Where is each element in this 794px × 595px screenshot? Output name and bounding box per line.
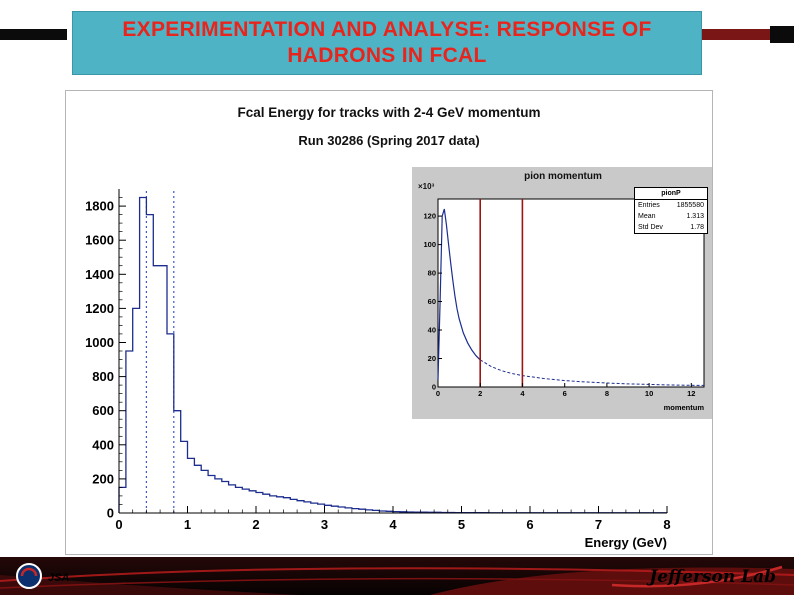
jefferson-lab-logo: Jefferson Lab [646,567,776,587]
jsa-logo-arc [20,567,38,577]
top-right-accent-bar [700,29,794,40]
inset-x-tick-label: 0 [436,389,440,398]
y-tick-label: 1200 [85,301,114,316]
y-tick-label: 1800 [85,199,114,214]
stats-value-stddev: 1.78 [690,224,704,231]
stats-label-stddev: Std Dev [638,224,663,231]
inset-curve-dashed [479,359,705,386]
jsa-logo [16,563,42,589]
inset-x-tick-label: 2 [478,389,482,398]
inset-x-tick-label: 10 [645,389,653,398]
top-right-accent-tip [770,26,794,43]
inset-x-axis-label: momentum [664,403,705,412]
footer: JSA Jefferson Lab [0,557,794,595]
x-axis-label: Energy (GeV) [585,535,667,550]
x-tick-label: 1 [184,517,191,532]
x-tick-label: 4 [389,517,397,532]
stats-box-title: pionP [635,188,707,200]
footer-red-curve-2 [0,577,794,589]
x-tick-label: 8 [663,517,670,532]
y-tick-label: 800 [92,369,114,384]
inset-x-tick-label: 12 [687,389,695,398]
slide-title-banner: EXPERIMENTATION AND ANALYSE: RESPONSE OF… [72,11,702,75]
main-histogram: 0 1 2 3 4 5 6 7 82004006008001000120014001600180… [85,189,671,550]
inset-y-tick-label: 120 [423,212,436,221]
inset-y-tick-label: 80 [428,269,436,278]
stats-row-entries: Entries 1855580 [635,200,707,211]
inset-y-tick-label: 20 [428,354,436,363]
x-tick-label: 5 [458,517,465,532]
x-tick-label: 6 [526,517,533,532]
inset-y-tick-label: 0 [432,383,436,392]
stats-label-entries: Entries [638,202,660,209]
y-tick-label: 1000 [85,335,114,350]
stats-label-mean: Mean [638,213,656,220]
plot-panel: Fcal Energy for tracks with 2-4 GeV mome… [65,90,713,555]
inset-y-tick-label: 100 [423,240,436,249]
y-tick-label: 200 [92,471,114,486]
inset-y-tick-label: 60 [428,297,436,306]
x-tick-label: 7 [595,517,602,532]
slide-title-line2: HADRONS IN FCAL [287,44,487,67]
footer-red-curve [0,567,794,582]
footer-swoosh-right [430,567,794,595]
stats-value-mean: 1.313 [686,213,704,220]
y-tick-label: 400 [92,437,114,452]
y-tick-label: 1600 [85,233,114,248]
y-tick-label: 600 [92,403,114,418]
inset-chart-title: pion momentum [524,171,602,182]
inset-momentum-chart: 0 2 4 6 8 10 12 20 40 60 80 100 120 0 momentum [423,198,705,412]
top-left-accent-bar [0,29,67,40]
main-chart-subtitle: Run 30286 (Spring 2017 data) [298,133,480,148]
y-scale-exponent-label: ×10³ [418,182,435,191]
inset-x-tick-label: 8 [605,389,609,398]
x-tick-label: 3 [321,517,328,532]
stats-value-entries: 1855580 [676,202,704,209]
inset-x-tick-label: 6 [563,389,567,398]
stats-box: pionP Entries 1855580 Mean 1.313 Std Dev… [634,187,708,234]
x-tick-label: 2 [252,517,259,532]
main-chart-title: Fcal Energy for tracks with 2-4 GeV mome… [237,105,541,120]
stats-row-stddev: Std Dev 1.78 [635,222,707,233]
jefferson-lab-swoosh [611,565,783,588]
x-tick-label: 0 [115,517,122,532]
slide-title-line1: EXPERIMENTATION AND ANALYSE: RESPONSE OF [122,18,652,41]
inset-x-tick-label: 4 [520,389,525,398]
footer-swoosh-left [0,575,300,595]
inset-y-tick-label: 40 [428,326,436,335]
jsa-label: JSA [48,572,69,584]
inset-curve-solid [437,208,481,380]
y-tick-label: 0 [107,506,114,521]
y-tick-label: 1400 [85,267,114,282]
stats-row-mean: Mean 1.313 [635,211,707,222]
